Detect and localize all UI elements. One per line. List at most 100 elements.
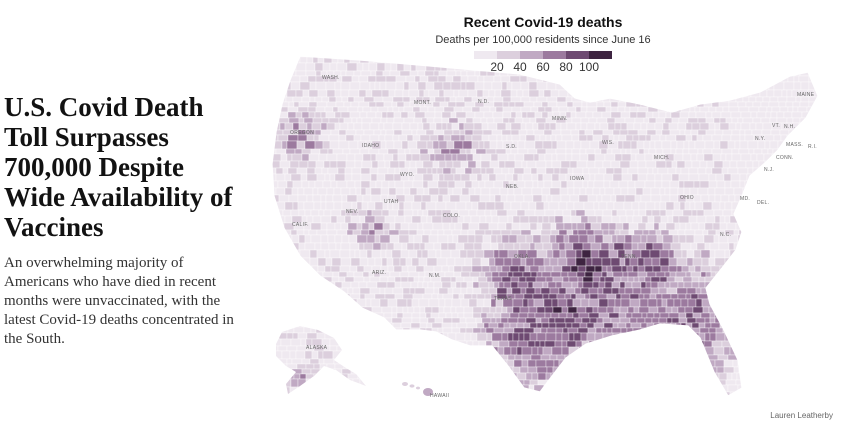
county-cell [628,56,636,58]
county-cell [480,153,492,162]
county-cell [565,140,575,150]
county-cell [761,129,772,136]
county-cell [542,173,553,182]
county-cell [523,322,531,329]
county-cell [756,56,766,58]
county-cell [803,327,815,334]
county-cell [368,62,378,72]
county-cell [393,242,403,251]
county-cell [542,242,553,251]
county-cell [574,372,584,381]
county-cell [503,257,513,267]
legend-tick: 100 [578,60,600,74]
county-cell [683,180,695,189]
county-cell [491,276,503,283]
county-cell [400,322,412,329]
county-cell [548,293,558,300]
county-cell [325,81,336,91]
county-cell [507,271,514,278]
county-cell [668,359,675,368]
county-cell [507,332,514,342]
county-cell [798,354,810,361]
county-cell [476,89,484,98]
county-cell [305,62,316,72]
county-cell [643,346,650,356]
county-cell [691,346,698,356]
county-cell [540,327,548,334]
county-cell [736,209,747,217]
county-cell [797,106,808,113]
county-cell [384,173,395,182]
county-cell [521,111,528,119]
county-cell [602,160,612,169]
county-cell [534,140,544,150]
county-cell [324,265,332,273]
county-cell [728,194,736,203]
county-cell [697,354,709,361]
county-cell [293,373,301,380]
county-cell [513,167,525,175]
county-cell [528,306,538,314]
county-cell [460,281,468,289]
county-cell [392,56,400,64]
county-cell [430,366,438,374]
county-cell [738,306,749,314]
county-cell [645,209,653,217]
county-cell [398,56,410,64]
county-cell [663,384,672,393]
county-cell [343,56,351,64]
county-cell [388,391,400,396]
county-cell [519,366,529,374]
county-cell [663,379,672,386]
county-cell [483,322,490,329]
county-cell [333,293,345,300]
county-cell [576,160,588,169]
county-cell [359,332,366,340]
county-cell [412,293,424,300]
county-cell [735,327,745,334]
county-cell [534,209,546,217]
county-cell [763,134,775,142]
county-cell [614,229,621,236]
county-cell [337,56,345,64]
county-cell [665,222,676,231]
county-cell [449,56,456,58]
county-cell [559,167,569,175]
county-cell [530,106,539,113]
county-cell [663,56,673,58]
county-cell [378,148,389,155]
county-cell [339,56,350,58]
county-cell [590,222,602,231]
county-cell [272,312,279,319]
county-cell [440,148,451,155]
county-cell [272,366,284,374]
county-cell [753,148,763,155]
county-cell [455,332,466,342]
county-cell [677,122,687,131]
county-cell [347,222,358,231]
county-cell [748,287,758,295]
county-cell [298,160,309,169]
county-cell [349,249,356,259]
county-cell [475,317,483,324]
county-cell [481,242,492,251]
county-cell [272,306,279,314]
county-cell [503,322,511,329]
county-cell [577,229,588,236]
county-cell [284,215,293,224]
county-cell [518,332,525,342]
county-cell [665,306,673,314]
county-cell [310,326,317,334]
county-cell [759,340,769,348]
county-cell [272,327,274,334]
county-cell [817,134,818,142]
county-cell [575,340,583,348]
county-cell [744,81,756,91]
county-cell [643,140,651,150]
county-cell [388,89,396,98]
county-cell [649,140,656,150]
county-cell [662,122,670,131]
county-cell [447,287,454,295]
county-cell [437,372,446,381]
county-cell [654,96,666,103]
